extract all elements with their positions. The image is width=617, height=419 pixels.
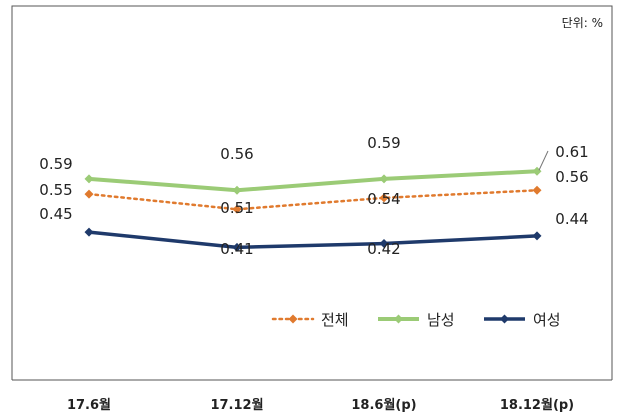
- data-point-1-3: [379, 193, 389, 203]
- chart-border: [11, 5, 613, 380]
- leader-line: [538, 150, 549, 171]
- legend-label-3: 여성: [533, 311, 561, 329]
- data-point-3-4: [532, 231, 542, 241]
- unit-label: 단위: %: [561, 16, 603, 30]
- legend-label-1: 전체: [321, 311, 349, 329]
- data-label-2-1: 0.59: [39, 155, 72, 173]
- data-point-2-3: [379, 174, 389, 184]
- data-point-3-3: [379, 239, 389, 249]
- data-label-3-4: 0.44: [555, 210, 588, 228]
- legend-marker-3: [500, 314, 509, 324]
- data-label-1-2: 0.51: [220, 199, 253, 217]
- data-point-2-2: [232, 185, 242, 195]
- data-point-3-2: [232, 242, 242, 252]
- data-point-1-1: [84, 189, 94, 199]
- legend-marker-1: [288, 314, 298, 324]
- series-line-1: [87, 189, 539, 211]
- data-label-3-3: 0.42: [367, 240, 400, 258]
- data-label-1-3: 0.54: [367, 190, 400, 208]
- x-tick-label-2: 17.12월: [210, 397, 263, 413]
- x-tick-label-1: 17.6월: [67, 397, 111, 413]
- x-tick-label-4: 18.12월(p): [500, 397, 574, 413]
- legend-label-2: 남성: [427, 311, 455, 329]
- data-point-1-4: [532, 185, 542, 195]
- data-point-3-1: [84, 227, 94, 237]
- data-point-2-1: [84, 174, 94, 184]
- data-label-2-4: 0.61: [555, 143, 588, 161]
- data-label-3-2: 0.41: [220, 240, 253, 258]
- data-label-2-3: 0.59: [367, 134, 400, 152]
- data-point-1-2: [232, 204, 242, 214]
- x-tick-label-3: 18.6월(p): [351, 397, 416, 413]
- legend-marker-2: [394, 314, 403, 324]
- series-line-3: [88, 230, 538, 250]
- series-line-2: [88, 169, 538, 193]
- data-label-2-2: 0.56: [220, 145, 253, 163]
- data-label-3-1: 0.45: [39, 205, 72, 223]
- data-label-1-4: 0.56: [555, 168, 588, 186]
- data-label-1-1: 0.55: [39, 181, 72, 199]
